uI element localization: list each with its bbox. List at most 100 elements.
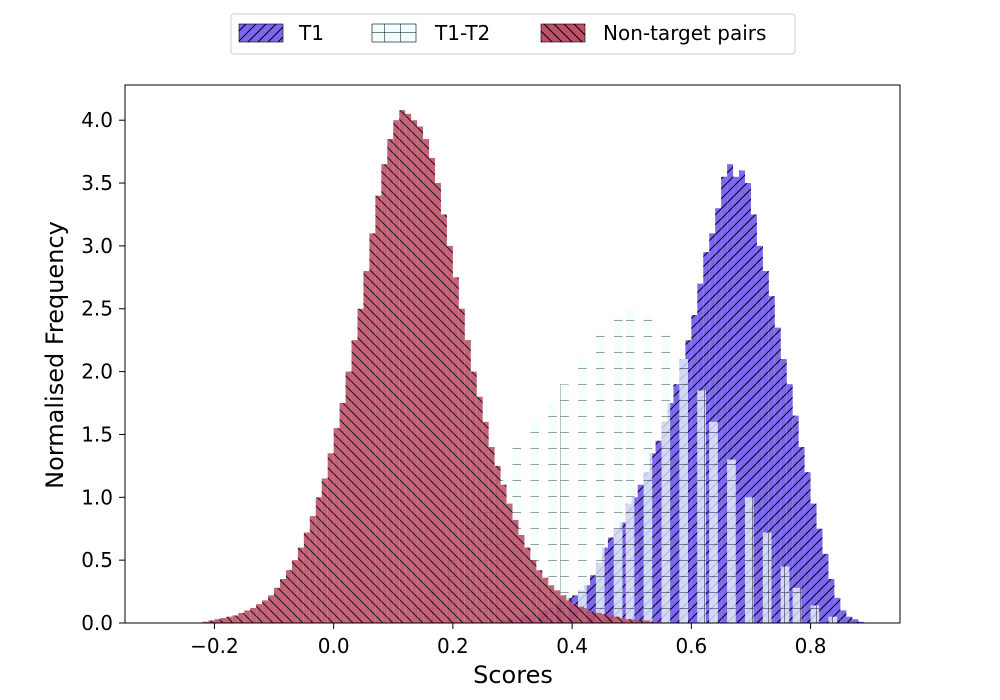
plot-area (202, 110, 865, 624)
bar-t1 (810, 503, 817, 623)
bar-non-target-pairs (297, 547, 304, 623)
bar-non-target-pairs (369, 233, 376, 623)
bar-t1-t2 (762, 532, 772, 623)
bar-t1 (745, 183, 751, 624)
y-tick-label: 0.5 (81, 548, 113, 572)
bar-t1-t2 (578, 359, 587, 623)
bar-non-target-pairs (411, 120, 418, 623)
bar-t1 (792, 415, 799, 623)
bar-non-target-pairs (637, 620, 644, 623)
legend-swatch-non-target (540, 23, 586, 43)
bar-non-target-pairs (578, 606, 585, 623)
bar-t1 (834, 597, 841, 623)
bar-non-target-pairs (590, 611, 596, 623)
y-axis: 0.0 0.5 1.0 1.5 2.0 2.5 3.0 3.5 4.0 (81, 108, 125, 635)
bar-non-target-pairs (429, 157, 435, 623)
bar-t1 (840, 610, 847, 623)
bar-non-target-pairs (232, 615, 239, 623)
bar-t1 (727, 164, 734, 623)
bar-non-target-pairs (613, 616, 620, 623)
bar-non-target-pairs (423, 139, 430, 624)
bar-t1 (715, 208, 722, 623)
x-axis: −0.2 0.0 0.2 0.4 0.6 0.8 (190, 623, 826, 658)
bar-non-target-pairs (256, 604, 263, 623)
bar-t1-t2 (792, 587, 802, 623)
bar-non-target-pairs (435, 183, 441, 624)
bar-t1-t2 (548, 403, 557, 623)
bar-t1 (750, 214, 757, 623)
bar-non-target-pairs (464, 340, 471, 623)
bar-t1-t2 (560, 384, 569, 623)
series-non-target-pairs (202, 110, 662, 624)
bar-non-target-pairs (619, 617, 626, 623)
y-tick-label: 2.5 (81, 297, 113, 321)
bar-non-target-pairs (333, 428, 340, 623)
bar-non-target-pairs (381, 164, 388, 623)
bar-t1 (822, 553, 829, 623)
bar-non-target-pairs (536, 570, 543, 623)
bar-non-target-pairs (339, 403, 346, 623)
bar-non-target-pairs (321, 478, 328, 623)
bar-non-target-pairs (345, 371, 352, 623)
legend-label-t1: T1 (298, 21, 324, 45)
bar-non-target-pairs (280, 579, 286, 623)
bar-non-target-pairs (309, 516, 316, 623)
bar-non-target-pairs (268, 595, 275, 623)
bar-non-target-pairs (518, 535, 525, 623)
bar-non-target-pairs (262, 600, 269, 623)
bar-non-target-pairs (393, 120, 400, 623)
bar-t1-t2 (530, 421, 540, 623)
legend: T1 T1-T2 Non-target pairs (230, 13, 796, 55)
bar-t1-t2 (810, 605, 820, 623)
bar-t1 (804, 472, 811, 623)
bar-non-target-pairs (214, 619, 221, 623)
bar-t1 (846, 616, 853, 623)
bar-t1 (852, 619, 859, 623)
bar-non-target-pairs (452, 277, 459, 623)
bar-non-target-pairs (631, 619, 638, 623)
bar-t1-t2 (727, 459, 736, 623)
x-tick-label: −0.2 (190, 634, 239, 658)
bar-t1 (655, 440, 662, 623)
bar-t1 (685, 340, 692, 623)
x-tick-label: 0.8 (795, 634, 827, 658)
bar-t1-t2 (697, 390, 706, 623)
bar-t1 (691, 315, 698, 623)
bar-non-target-pairs (208, 620, 215, 623)
bar-non-target-pairs (554, 590, 561, 623)
y-tick-label: 3.5 (81, 171, 113, 195)
bar-t1 (786, 384, 793, 623)
bar-non-target-pairs (560, 595, 567, 623)
bar-non-target-pairs (250, 607, 257, 623)
bar-non-target-pairs (482, 421, 489, 623)
bar-non-target-pairs (351, 340, 358, 623)
bar-non-target-pairs (399, 110, 406, 623)
bar-non-target-pairs (542, 577, 549, 623)
bar-t1 (816, 528, 823, 623)
bar-non-target-pairs (417, 126, 424, 623)
legend-swatch-t1 (238, 23, 284, 43)
y-tick-label: 0.0 (81, 611, 113, 635)
bar-non-target-pairs (506, 503, 513, 623)
x-tick-label: 0.4 (556, 634, 588, 658)
bar-t1 (733, 176, 740, 623)
bar-non-target-pairs (584, 609, 590, 623)
bar-t1-t2 (643, 315, 653, 623)
bar-non-target-pairs (303, 532, 310, 623)
x-tick-label: 0.6 (675, 634, 707, 658)
bar-non-target-pairs (458, 308, 465, 623)
bar-t1 (649, 453, 656, 623)
bar-t1 (721, 176, 728, 623)
bar-t1 (619, 522, 626, 623)
bar-non-target-pairs (524, 547, 531, 623)
bar-t1 (637, 484, 644, 623)
bar-non-target-pairs (476, 396, 483, 623)
bar-t1 (756, 245, 763, 623)
bar-non-target-pairs (202, 621, 209, 623)
bar-non-target-pairs (572, 604, 579, 623)
bar-non-target-pairs (363, 271, 370, 623)
bar-non-target-pairs (512, 519, 519, 623)
bar-t1 (798, 447, 805, 623)
bar-t1 (774, 327, 781, 623)
bar-t1-t2 (595, 333, 605, 623)
